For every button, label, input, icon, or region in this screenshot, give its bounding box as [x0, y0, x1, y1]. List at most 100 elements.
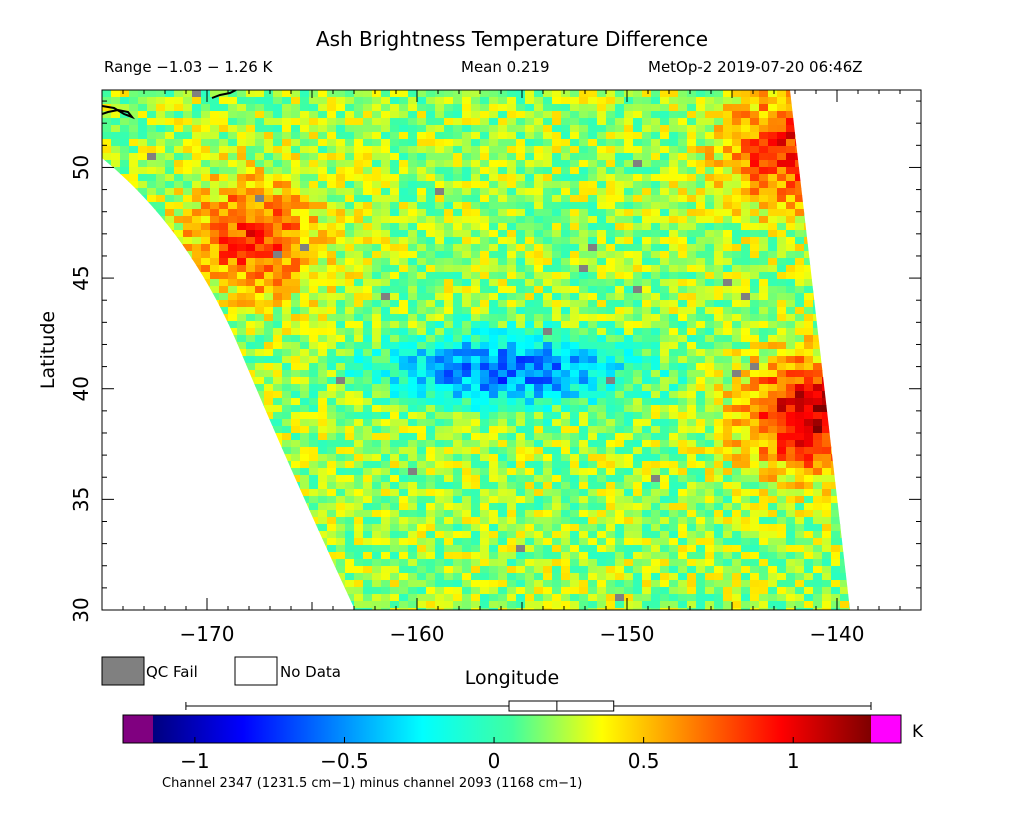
heatmap-cell	[462, 300, 472, 308]
heatmap-cell	[795, 454, 805, 462]
heatmap-cell	[777, 398, 787, 406]
heatmap-cell	[255, 286, 265, 294]
heatmap-cell	[489, 153, 499, 161]
heatmap-cell	[507, 118, 517, 126]
heatmap-cell	[741, 265, 751, 273]
heatmap-cell	[372, 251, 382, 259]
heatmap-cell	[273, 125, 283, 133]
heatmap-cell	[615, 461, 625, 469]
heatmap-cell	[777, 97, 787, 105]
heatmap-cell	[219, 118, 229, 126]
heatmap-cell	[732, 349, 742, 357]
heatmap-cell	[156, 181, 166, 189]
heatmap-cell	[273, 349, 283, 357]
heatmap-cell	[705, 279, 715, 287]
heatmap-cell	[444, 391, 454, 399]
heatmap-cell	[399, 468, 409, 476]
heatmap-cell	[237, 300, 247, 308]
heatmap-cell	[381, 230, 391, 238]
heatmap-cell	[714, 363, 724, 371]
heatmap-cell	[669, 461, 679, 469]
heatmap-cell	[642, 188, 652, 196]
heatmap-cell	[318, 195, 328, 203]
heatmap-cell	[417, 202, 427, 210]
heatmap-cell	[660, 321, 670, 329]
heatmap-cell	[732, 489, 742, 497]
heatmap-cell	[615, 244, 625, 252]
heatmap-cell	[462, 328, 472, 336]
heatmap-cell	[714, 216, 724, 224]
heatmap-cell	[732, 475, 742, 483]
heatmap-cell	[363, 167, 373, 175]
heatmap-cell	[435, 461, 445, 469]
heatmap-cell	[534, 321, 544, 329]
heatmap-cell	[327, 489, 337, 497]
heatmap-cell	[660, 181, 670, 189]
heatmap-cell	[345, 209, 355, 217]
heatmap-cell	[381, 440, 391, 448]
heatmap-cell	[543, 251, 553, 259]
heatmap-cell	[390, 475, 400, 483]
heatmap-cell	[624, 468, 634, 476]
heatmap-cell	[768, 391, 778, 399]
heatmap-cell	[570, 489, 580, 497]
heatmap-cell	[489, 356, 499, 364]
heatmap-cell	[624, 188, 634, 196]
heatmap-cell	[480, 377, 490, 385]
heatmap-cell	[300, 258, 310, 266]
heatmap-cell	[588, 335, 598, 343]
heatmap-cell	[534, 202, 544, 210]
heatmap-cell	[795, 307, 805, 315]
heatmap-cell	[714, 244, 724, 252]
heatmap-cell	[696, 167, 706, 175]
heatmap-cell	[147, 153, 157, 161]
heatmap-cell	[453, 468, 463, 476]
heatmap-cell	[561, 454, 571, 462]
heatmap-cell	[417, 426, 427, 434]
heatmap-cell	[777, 363, 787, 371]
heatmap-cell	[633, 293, 643, 301]
heatmap-cell	[462, 293, 472, 301]
heatmap-cell	[678, 174, 688, 182]
heatmap-cell	[750, 377, 760, 385]
heatmap-cell	[408, 300, 418, 308]
heatmap-cell	[255, 377, 265, 385]
heatmap-cell	[237, 209, 247, 217]
heatmap-cell	[552, 384, 562, 392]
heatmap-cell	[759, 132, 769, 140]
heatmap-cell	[309, 216, 319, 224]
heatmap-cell	[273, 160, 283, 168]
heatmap-cell	[201, 153, 211, 161]
heatmap-cell	[327, 475, 337, 483]
heatmap-cell	[336, 447, 346, 455]
heatmap-cell	[768, 104, 778, 112]
heatmap-cell	[696, 300, 706, 308]
heatmap-cell	[408, 293, 418, 301]
heatmap-cell	[705, 118, 715, 126]
heatmap-cell	[597, 356, 607, 364]
heatmap-cell	[246, 111, 256, 119]
heatmap-cell	[417, 188, 427, 196]
heatmap-cell	[282, 188, 292, 196]
heatmap-cell	[444, 363, 454, 371]
heatmap-cell	[624, 174, 634, 182]
heatmap-cell	[561, 412, 571, 420]
heatmap-cell	[678, 244, 688, 252]
heatmap-cell	[273, 139, 283, 147]
heatmap-cell	[660, 447, 670, 455]
heatmap-cell	[453, 426, 463, 434]
heatmap-cell	[309, 489, 319, 497]
heatmap-cell	[129, 174, 139, 182]
heatmap-cell	[300, 293, 310, 301]
heatmap-cell	[462, 377, 472, 385]
heatmap-cell	[804, 405, 814, 413]
heatmap-cell	[561, 293, 571, 301]
heatmap-cell	[705, 272, 715, 280]
heatmap-cell	[372, 363, 382, 371]
heatmap-cell	[633, 174, 643, 182]
heatmap-cell	[138, 104, 148, 112]
heatmap-cell	[336, 489, 346, 497]
heatmap-cell	[669, 321, 679, 329]
heatmap-cell	[669, 104, 679, 112]
heatmap-cell	[372, 405, 382, 413]
